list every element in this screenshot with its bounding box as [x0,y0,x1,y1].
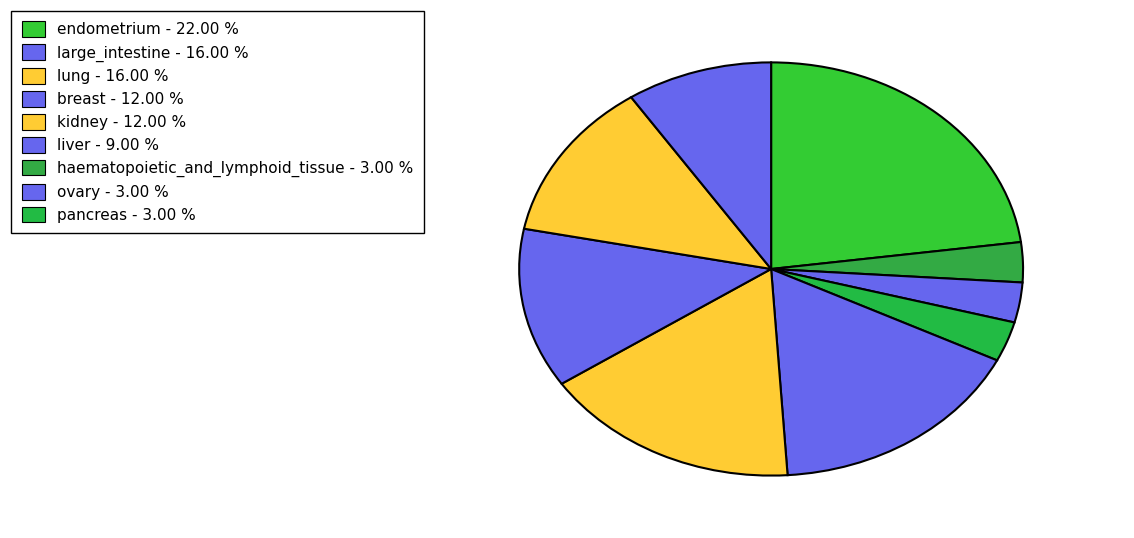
Legend: endometrium - 22.00 %, large_intestine - 16.00 %, lung - 16.00 %, breast - 12.00: endometrium - 22.00 %, large_intestine -… [11,11,424,233]
Wedge shape [519,229,771,384]
Wedge shape [771,242,1023,282]
Wedge shape [632,62,771,269]
Wedge shape [524,97,771,269]
Wedge shape [561,269,788,476]
Wedge shape [771,269,1023,322]
Wedge shape [771,62,1021,269]
Wedge shape [771,269,997,475]
Wedge shape [771,269,1015,360]
